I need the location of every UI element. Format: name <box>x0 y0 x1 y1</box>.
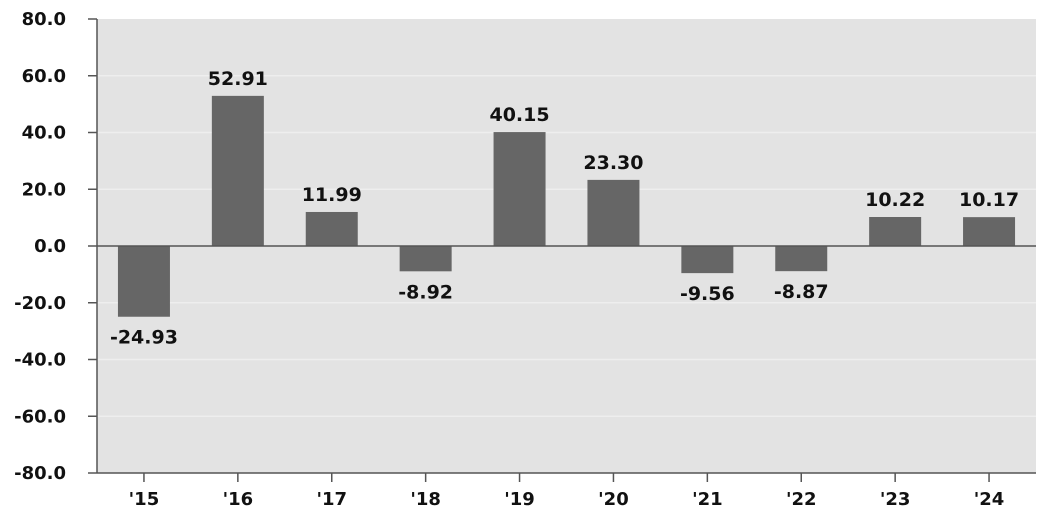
bar <box>117 246 170 317</box>
data-label: -8.92 <box>398 281 453 303</box>
x-tick-labels: '15 '16 '17 '18 '19 '20 '21 '22 '23 '24 <box>129 489 1005 510</box>
y-tick-label: -80.0 <box>14 463 66 484</box>
data-label: 23.30 <box>583 152 643 174</box>
x-tick-label: '21 <box>692 489 723 510</box>
y-tick-label: 20.0 <box>22 179 66 200</box>
x-tick-label: '22 <box>786 489 817 510</box>
data-label: 40.15 <box>489 104 549 126</box>
x-tick-label: '18 <box>410 489 441 510</box>
bar <box>211 95 264 246</box>
data-label: -24.93 <box>110 327 178 349</box>
y-tick-label: 60.0 <box>22 66 66 87</box>
y-tick-labels: 80.0 60.0 40.0 20.0 0.0 -20.0 -40.0 -60.0 -80.0 <box>14 9 66 484</box>
x-tick-label: '17 <box>316 489 347 510</box>
bar <box>305 211 358 246</box>
y-tick-label: 40.0 <box>22 123 66 144</box>
bars <box>117 95 1016 317</box>
data-label: 11.99 <box>302 184 362 206</box>
x-tick-label: '19 <box>504 489 535 510</box>
x-tick-label: '16 <box>223 489 254 510</box>
x-tick-label: '20 <box>598 489 629 510</box>
bar <box>869 217 922 246</box>
axes <box>88 18 1036 482</box>
data-label: 10.22 <box>865 189 925 211</box>
data-labels: -24.93 52.91 11.99 -8.92 40.15 23.30 -9.56 -8.8… <box>110 68 1019 349</box>
bar <box>587 179 640 246</box>
bar <box>775 246 828 272</box>
data-label: -9.56 <box>680 283 735 305</box>
bar <box>681 246 734 274</box>
x-tick-label: '15 <box>129 489 160 510</box>
x-tick-label: '24 <box>974 489 1005 510</box>
bar <box>399 246 452 272</box>
y-tick-label: -40.0 <box>14 350 66 371</box>
x-tick-label: '23 <box>880 489 911 510</box>
bar <box>493 132 546 246</box>
data-label: 52.91 <box>208 68 268 90</box>
y-tick-label: -20.0 <box>14 293 66 314</box>
y-tick-label: -60.0 <box>14 406 66 427</box>
data-label: -8.87 <box>774 281 829 303</box>
data-label: 10.17 <box>959 189 1019 211</box>
y-tick-label: 80.0 <box>22 9 66 30</box>
y-tick-label: 0.0 <box>34 236 66 257</box>
bar <box>963 217 1016 246</box>
